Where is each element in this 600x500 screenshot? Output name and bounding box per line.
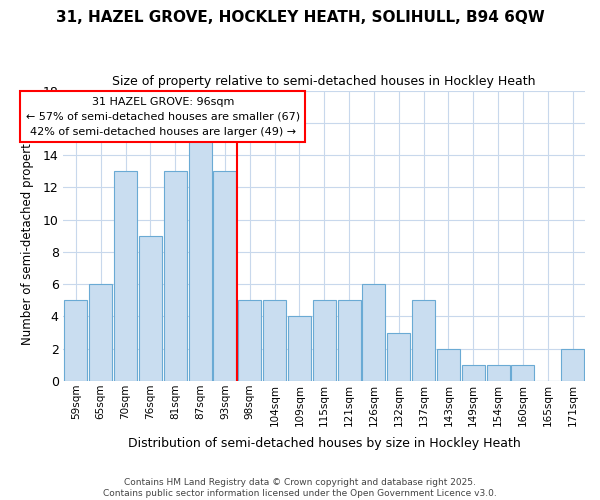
Bar [437,348,460,381]
Bar [362,284,385,381]
Bar [89,284,112,381]
Bar [412,300,435,381]
Bar [238,300,261,381]
X-axis label: Distribution of semi-detached houses by size in Hockley Heath: Distribution of semi-detached houses by … [128,437,521,450]
Bar [487,365,509,381]
Bar [462,365,485,381]
Text: Contains HM Land Registry data © Crown copyright and database right 2025.
Contai: Contains HM Land Registry data © Crown c… [103,478,497,498]
Bar [139,236,162,381]
Bar [164,171,187,381]
Title: Size of property relative to semi-detached houses in Hockley Heath: Size of property relative to semi-detach… [112,75,536,88]
Bar [214,171,236,381]
Bar [188,139,212,381]
Bar [263,300,286,381]
Bar [288,316,311,381]
Bar [561,348,584,381]
Bar [511,365,535,381]
Text: 31, HAZEL GROVE, HOCKLEY HEATH, SOLIHULL, B94 6QW: 31, HAZEL GROVE, HOCKLEY HEATH, SOLIHULL… [56,10,544,25]
Y-axis label: Number of semi-detached properties: Number of semi-detached properties [22,126,34,345]
Bar [313,300,335,381]
Bar [114,171,137,381]
Bar [338,300,361,381]
Bar [388,332,410,381]
Bar [64,300,88,381]
Text: 31 HAZEL GROVE: 96sqm
← 57% of semi-detached houses are smaller (67)
42% of semi: 31 HAZEL GROVE: 96sqm ← 57% of semi-deta… [26,97,300,136]
